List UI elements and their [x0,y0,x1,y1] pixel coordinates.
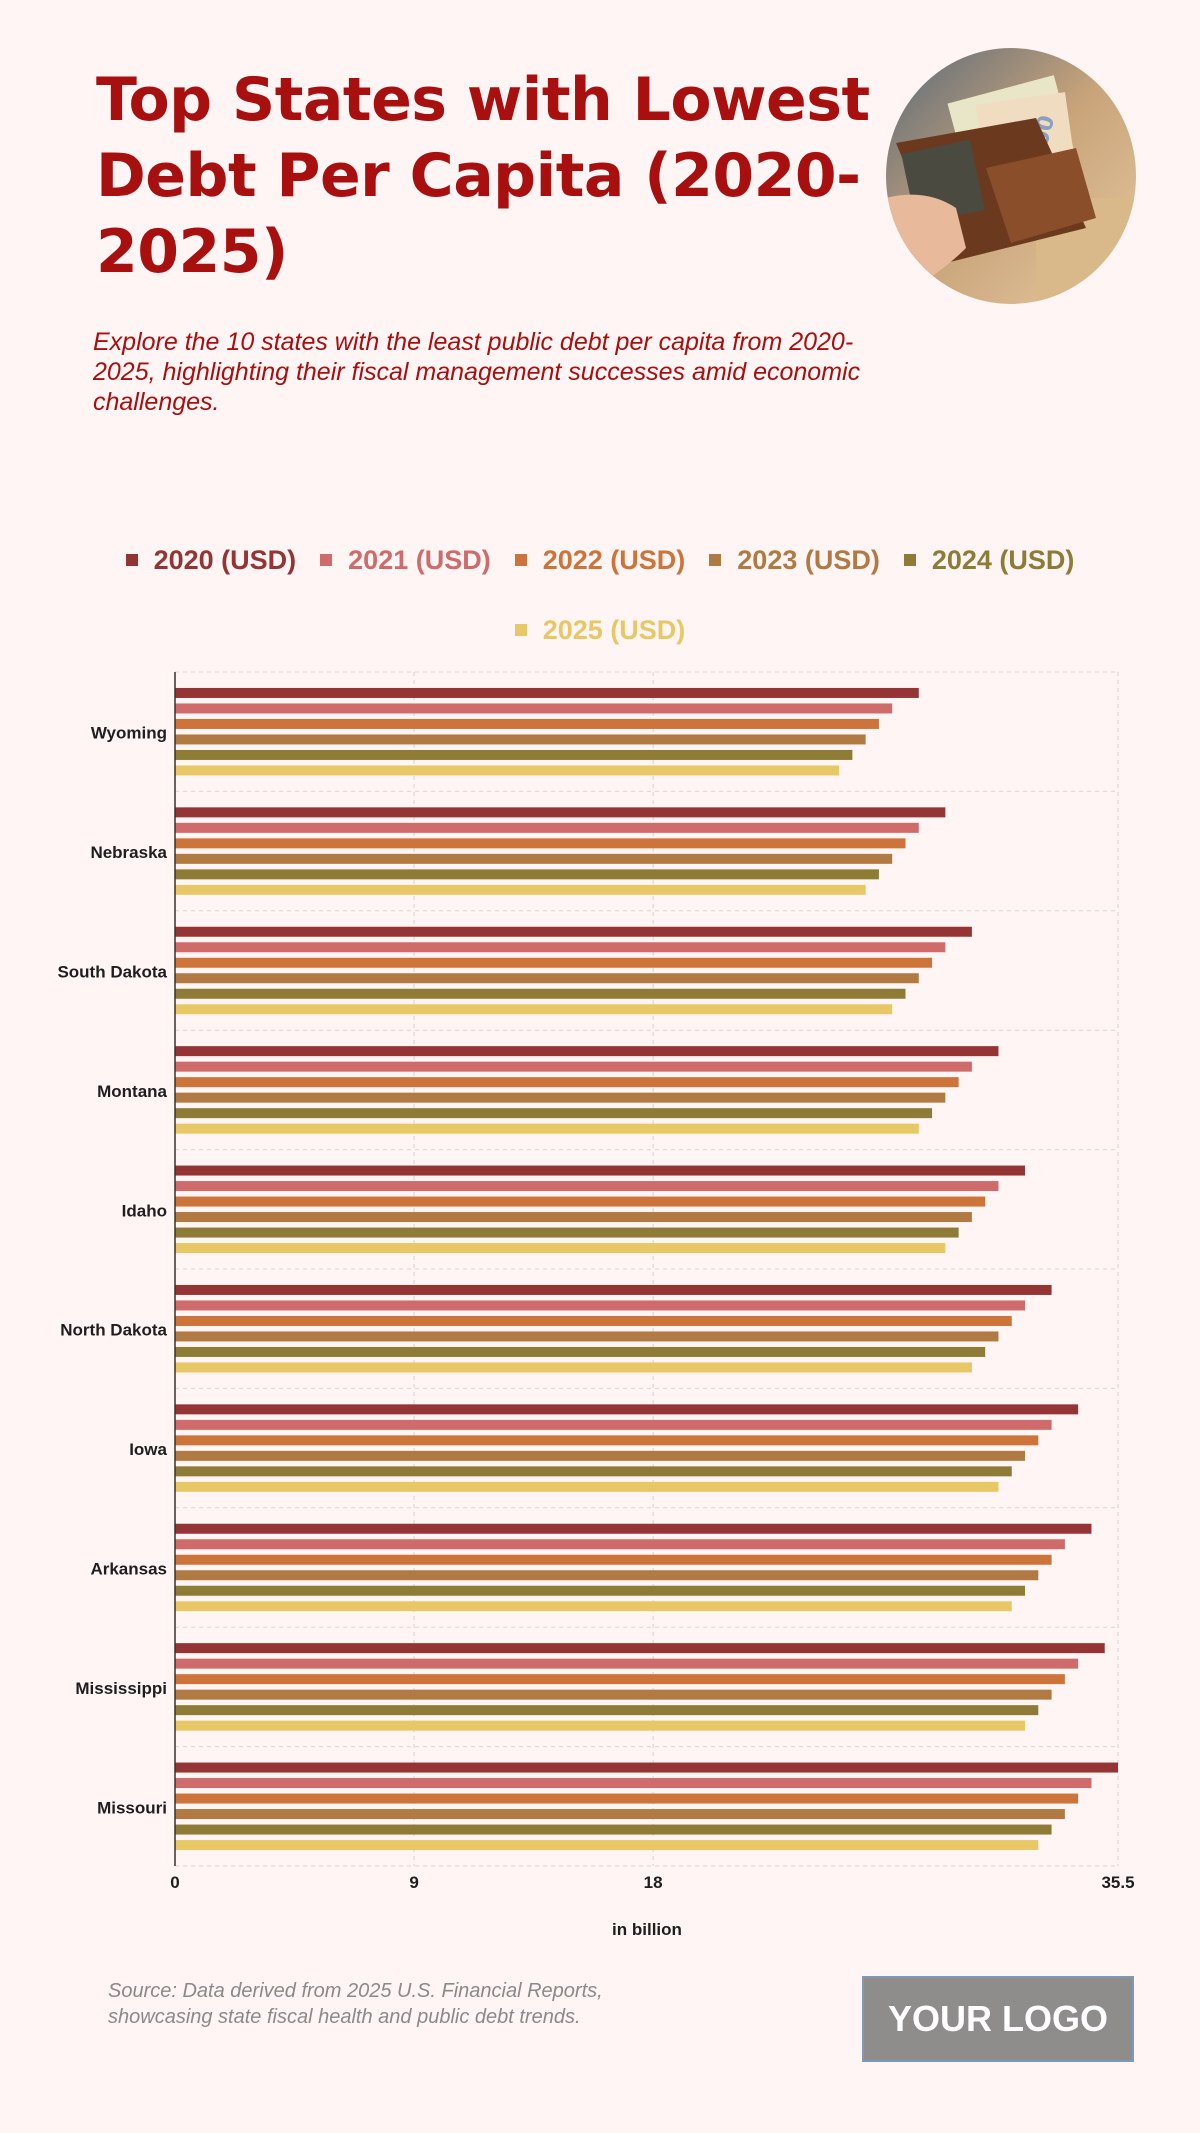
bar [175,1123,919,1134]
bar [175,1284,1052,1295]
legend-item: 2021 (USD) [320,545,491,575]
bar [175,1570,1039,1581]
bar [175,988,906,999]
legend-swatch [903,554,916,566]
bar [175,1181,999,1192]
bar [175,1778,1092,1789]
legend-swatch [320,554,333,566]
category-label: Arkansas [90,1560,167,1579]
legend-swatch [125,554,138,566]
bar [175,765,840,776]
category-label: North Dakota [60,1321,167,1340]
bar [175,1643,1105,1654]
legend-label: 2023 (USD) [737,545,880,575]
bar [175,687,919,698]
bar [175,1793,1079,1804]
legend-label: 2025 (USD) [542,615,686,645]
category-label: Missouri [97,1798,167,1817]
bar [175,1046,999,1057]
bar [175,1762,1118,1773]
x-tick-label: 35.5 [1101,1873,1134,1892]
category-label: Mississippi [75,1679,167,1698]
bar [175,1450,1026,1461]
bar [175,1165,1026,1176]
legend-label: 2021 (USD) [348,545,491,575]
bar [175,926,972,937]
bar [175,1435,1039,1446]
bar [175,1466,1012,1477]
bar [175,1824,1052,1835]
bar [175,1705,1039,1716]
legend-item: 2024 (USD) [903,545,1075,575]
bar [175,1554,1052,1565]
bar [175,734,866,745]
bar [175,749,853,760]
bar [175,942,946,953]
bar [175,1300,1026,1311]
legend-item: 2025 (USD) [514,615,686,645]
bar [175,838,906,849]
bar [175,869,879,880]
bar [175,1077,959,1088]
category-label: South Dakota [57,963,167,982]
bar [175,853,893,864]
bar [175,1227,959,1238]
bar [175,1061,972,1072]
bar [175,1315,1012,1326]
x-tick-label: 18 [644,1873,663,1892]
bar [175,1539,1065,1550]
bar [175,1720,1026,1731]
bar [175,1004,893,1015]
bar [175,1243,946,1254]
legend-label: 2024 (USD) [931,545,1075,575]
bar [175,1108,933,1119]
bar [175,1585,1026,1596]
x-tick-label: 9 [409,1873,418,1892]
legend-label: 2022 (USD) [542,545,686,575]
legend-item: 2020 (USD) [125,545,297,575]
x-axis-label: in billion [612,1920,682,1939]
bar [175,1674,1065,1685]
bar [175,1346,986,1357]
bar [175,1212,972,1223]
bar [175,703,893,714]
logo-placeholder: YOUR LOGO [862,1976,1134,2062]
bar [175,1601,1012,1612]
x-tick-label: 0 [170,1873,179,1892]
bar [175,1840,1039,1851]
category-label: Montana [97,1082,167,1101]
bar [175,1658,1079,1669]
bar [175,1523,1092,1534]
page-subtitle: Explore the 10 states with the least pub… [93,328,861,416]
bar [175,822,919,833]
bar [175,1419,1052,1430]
legend-swatch [514,624,527,636]
bar [175,807,946,818]
legend-item: 2022 (USD) [514,545,686,575]
bar [175,957,933,968]
bar [175,718,879,729]
category-label: Nebraska [90,843,167,862]
bar [175,1196,986,1207]
page-title: Top States with Lowest Debt Per Capita (… [96,65,870,287]
source-note: Source: Data derived from 2025 U.S. Fina… [108,1980,603,2028]
chart-legend: 2020 (USD) 2021 (USD) 2022 (USD) 2023 (USD)… [100,545,1100,645]
bar [175,1092,946,1103]
legend-label: 2020 (USD) [153,545,297,575]
legend-swatch [514,554,527,566]
category-label: Iowa [129,1440,167,1459]
bar [175,1404,1079,1415]
bar [175,1331,999,1342]
legend-item: 2023 (USD) [709,545,880,575]
legend-swatch [709,554,722,566]
bar [175,973,919,984]
bar [175,1689,1052,1700]
category-label: Idaho [122,1201,167,1220]
category-label: Wyoming [91,724,167,743]
bar [175,884,866,895]
bar [175,1362,972,1373]
bar [175,1809,1065,1820]
bar [175,1481,999,1492]
